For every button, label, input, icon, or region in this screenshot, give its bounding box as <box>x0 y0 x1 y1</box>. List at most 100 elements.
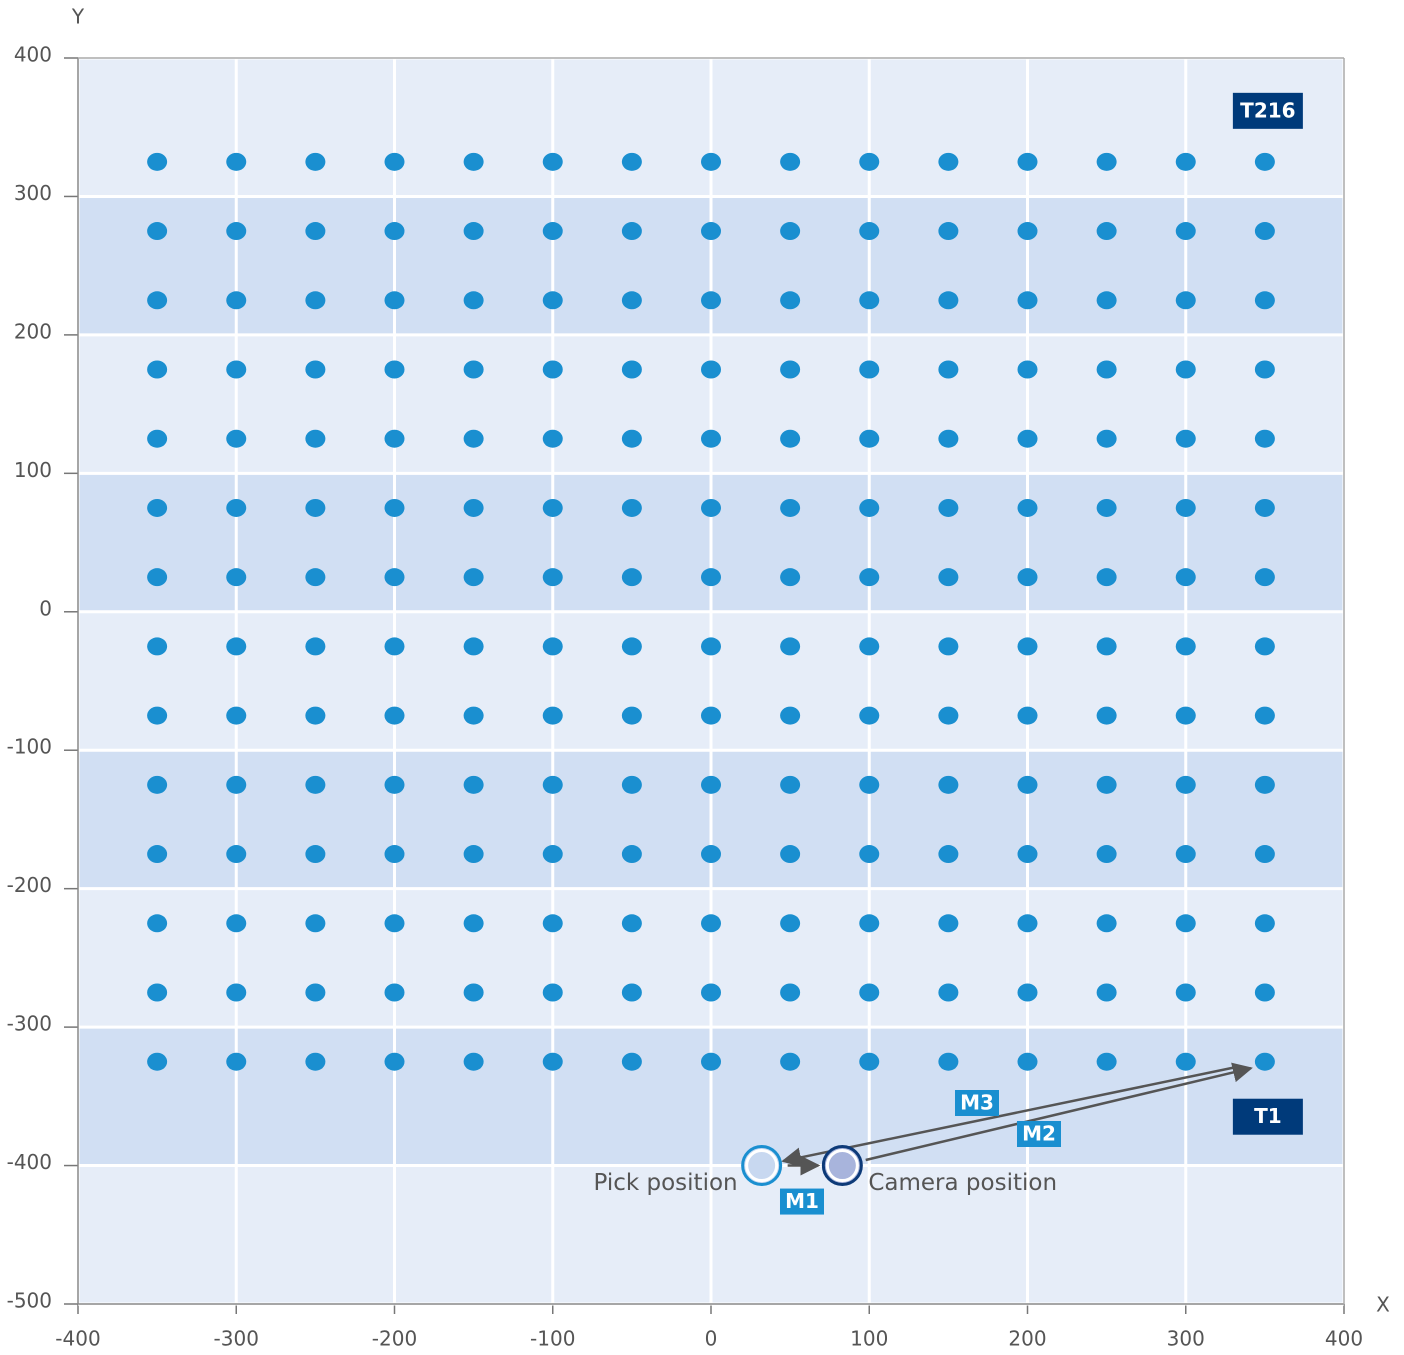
tray-position <box>1017 1052 1038 1071</box>
tray-position <box>147 498 168 517</box>
tray-position <box>938 152 959 171</box>
tray-position <box>1175 568 1196 587</box>
tray-position <box>1096 845 1117 864</box>
tray-position <box>542 222 563 241</box>
tray-position <box>384 706 405 725</box>
tray-position <box>859 222 880 241</box>
tray-position <box>780 498 801 517</box>
tray-position <box>780 845 801 864</box>
y-tick-label: 0 <box>39 596 52 620</box>
tray-position <box>780 360 801 379</box>
tray-position <box>1096 914 1117 933</box>
tray-position <box>938 360 959 379</box>
tray-position <box>1017 914 1038 933</box>
tray-position <box>147 1052 168 1071</box>
tray-position <box>463 775 484 794</box>
tray-position <box>1254 568 1275 587</box>
tray-position <box>463 291 484 310</box>
tray-position <box>226 498 247 517</box>
tray-position <box>701 845 721 864</box>
tray-position <box>938 1052 959 1071</box>
tray-position <box>859 360 880 379</box>
tray-position <box>305 568 326 587</box>
tray-position <box>938 429 959 448</box>
tray-position <box>780 983 801 1002</box>
tray-position <box>542 429 563 448</box>
x-tick-label: 300 <box>1167 1327 1205 1351</box>
tray-position <box>384 914 405 933</box>
tag-label: T1 <box>1254 1104 1282 1128</box>
tray-position <box>226 360 247 379</box>
tray-position <box>542 568 563 587</box>
tray-position <box>1254 1052 1275 1071</box>
tray-position <box>621 914 642 933</box>
tag-box <box>1232 92 1303 129</box>
tray-position <box>1096 706 1117 725</box>
tray-position <box>384 291 405 310</box>
tray-position <box>384 152 405 171</box>
tray-position <box>1096 775 1117 794</box>
tray-position <box>621 568 642 587</box>
tray-position <box>780 637 801 656</box>
tray-position <box>859 775 880 794</box>
tray-position <box>1096 1052 1117 1071</box>
tray-position <box>701 706 721 725</box>
tray-position <box>1017 706 1038 725</box>
tray-position <box>542 983 563 1002</box>
tray-position <box>463 222 484 241</box>
tray-position <box>463 845 484 864</box>
tray-position <box>147 983 168 1002</box>
tray-position <box>1254 637 1275 656</box>
tray-position <box>1096 222 1117 241</box>
tray-position <box>938 498 959 517</box>
tray-position <box>701 429 721 448</box>
tray-position <box>859 568 880 587</box>
tray-position <box>780 152 801 171</box>
tray-position <box>226 222 247 241</box>
tray-position <box>1096 152 1117 171</box>
tray-position <box>226 775 247 794</box>
tray-position <box>780 914 801 933</box>
tray-position <box>938 291 959 310</box>
pick-ring <box>745 1149 779 1183</box>
tray-position <box>226 429 247 448</box>
tray-position <box>701 498 721 517</box>
y-tick-label: -300 <box>7 1012 52 1036</box>
tray-position <box>305 360 326 379</box>
tray-position <box>226 983 247 1002</box>
tray-position <box>1254 775 1275 794</box>
tray-position <box>147 222 168 241</box>
tray-position <box>542 914 563 933</box>
tray-position <box>780 775 801 794</box>
tag-box <box>955 1090 999 1116</box>
tray-position <box>621 983 642 1002</box>
tray-position <box>147 568 168 587</box>
tray-position <box>1017 568 1038 587</box>
tray-position <box>938 637 959 656</box>
tray-position <box>463 637 484 656</box>
tray-position <box>384 360 405 379</box>
tray-position <box>621 775 642 794</box>
tray-position <box>1017 983 1038 1002</box>
tray-position <box>542 1052 563 1071</box>
x-tick-label: -400 <box>55 1327 100 1351</box>
tray-position <box>701 222 721 241</box>
tray-position <box>542 637 563 656</box>
tray-position <box>701 775 721 794</box>
tray-position <box>305 637 326 656</box>
pick-position <box>741 1145 783 1187</box>
tray-position <box>1096 360 1117 379</box>
tray-position <box>621 152 642 171</box>
tray-position <box>1175 429 1196 448</box>
tray-position <box>147 845 168 864</box>
tray-position <box>463 568 484 587</box>
tray-position <box>1175 498 1196 517</box>
tray-position <box>1096 498 1117 517</box>
tray-position <box>1254 498 1275 517</box>
tray-position <box>305 152 326 171</box>
tray-position <box>384 568 405 587</box>
tag-label: T216 <box>1240 98 1295 122</box>
tray-position <box>1017 775 1038 794</box>
y-tick-label: 100 <box>14 458 52 482</box>
tray-position <box>384 983 405 1002</box>
